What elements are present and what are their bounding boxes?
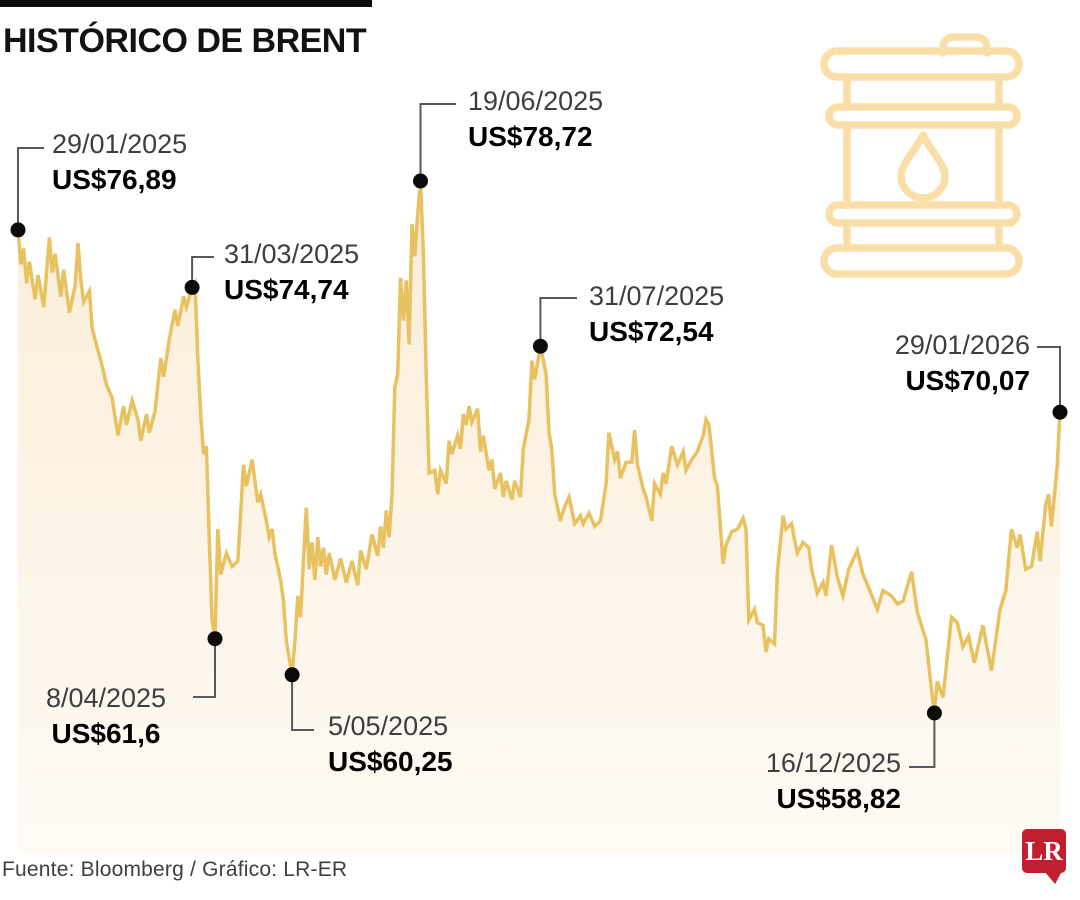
callout-line <box>17 147 44 230</box>
annotation-price: US$74,74 <box>224 273 349 305</box>
lr-logo-text: LR <box>1025 835 1063 866</box>
annotation-2025-04-08: 8/04/2025 US$61,6 <box>18 683 194 750</box>
data-point-marker <box>413 173 428 189</box>
callout-line <box>191 256 214 288</box>
annotation-price: US$76,89 <box>52 163 177 195</box>
annotation-2026-01-29: 29/01/2026 US$70,07 <box>828 330 1030 397</box>
annotation-price: US$72,54 <box>589 315 714 347</box>
page-title: HISTÓRICO DE BRENT <box>3 22 367 60</box>
data-point-marker <box>926 705 942 721</box>
oil-barrel-icon <box>820 33 1023 278</box>
annotation-date: 16/12/2025 <box>765 748 901 778</box>
callout-lines <box>17 103 1061 768</box>
annotation-date: 5/05/2025 <box>328 711 449 741</box>
data-point-markers <box>10 173 1068 721</box>
annotation-2025-12-16: 16/12/2025 US$58,82 <box>698 748 901 815</box>
annotation-2025-07-31: 31/07/2025 US$72,54 <box>589 281 724 348</box>
annotation-2025-05-05: 5/05/2025 US$60,25 <box>328 711 453 778</box>
data-point-marker <box>284 667 300 683</box>
callout-line <box>539 297 577 347</box>
data-point-marker <box>10 222 26 238</box>
title-accent-bar <box>0 0 372 7</box>
callout-line <box>193 638 216 698</box>
annotation-date: 29/01/2025 <box>52 129 188 159</box>
annotation-price: US$61,6 <box>51 717 161 749</box>
annotation-price: US$60,25 <box>328 745 453 777</box>
callout-line <box>291 674 314 731</box>
annotation-2025-01-29: 29/01/2025 US$76,89 <box>52 129 187 196</box>
data-point-marker <box>532 338 548 354</box>
price-line <box>16 180 1062 714</box>
annotation-price: US$58,82 <box>776 782 901 814</box>
annotation-price: US$78,72 <box>468 120 593 152</box>
annotation-price: US$70,07 <box>905 364 1030 396</box>
annotation-date: 29/01/2026 <box>894 330 1030 360</box>
data-point-marker <box>1052 404 1068 420</box>
lr-logo: LR <box>1022 829 1066 873</box>
data-point-marker <box>207 631 223 647</box>
annotation-2025-06-19: 19/06/2025 US$78,72 <box>468 86 603 153</box>
callout-line <box>1037 346 1061 413</box>
annotation-date: 31/03/2025 <box>224 239 360 269</box>
annotation-2025-03-31: 31/03/2025 US$74,74 <box>224 239 359 306</box>
source-credit: Fuente: Bloomberg / Gráfico: LR-ER <box>2 858 348 881</box>
annotation-date: 8/04/2025 <box>45 683 167 713</box>
price-area-fill <box>18 181 1060 853</box>
annotation-date: 31/07/2025 <box>589 281 725 311</box>
annotation-date: 19/06/2025 <box>468 86 604 116</box>
data-point-marker <box>184 279 200 295</box>
callout-line <box>419 103 456 181</box>
callout-line <box>909 713 936 768</box>
